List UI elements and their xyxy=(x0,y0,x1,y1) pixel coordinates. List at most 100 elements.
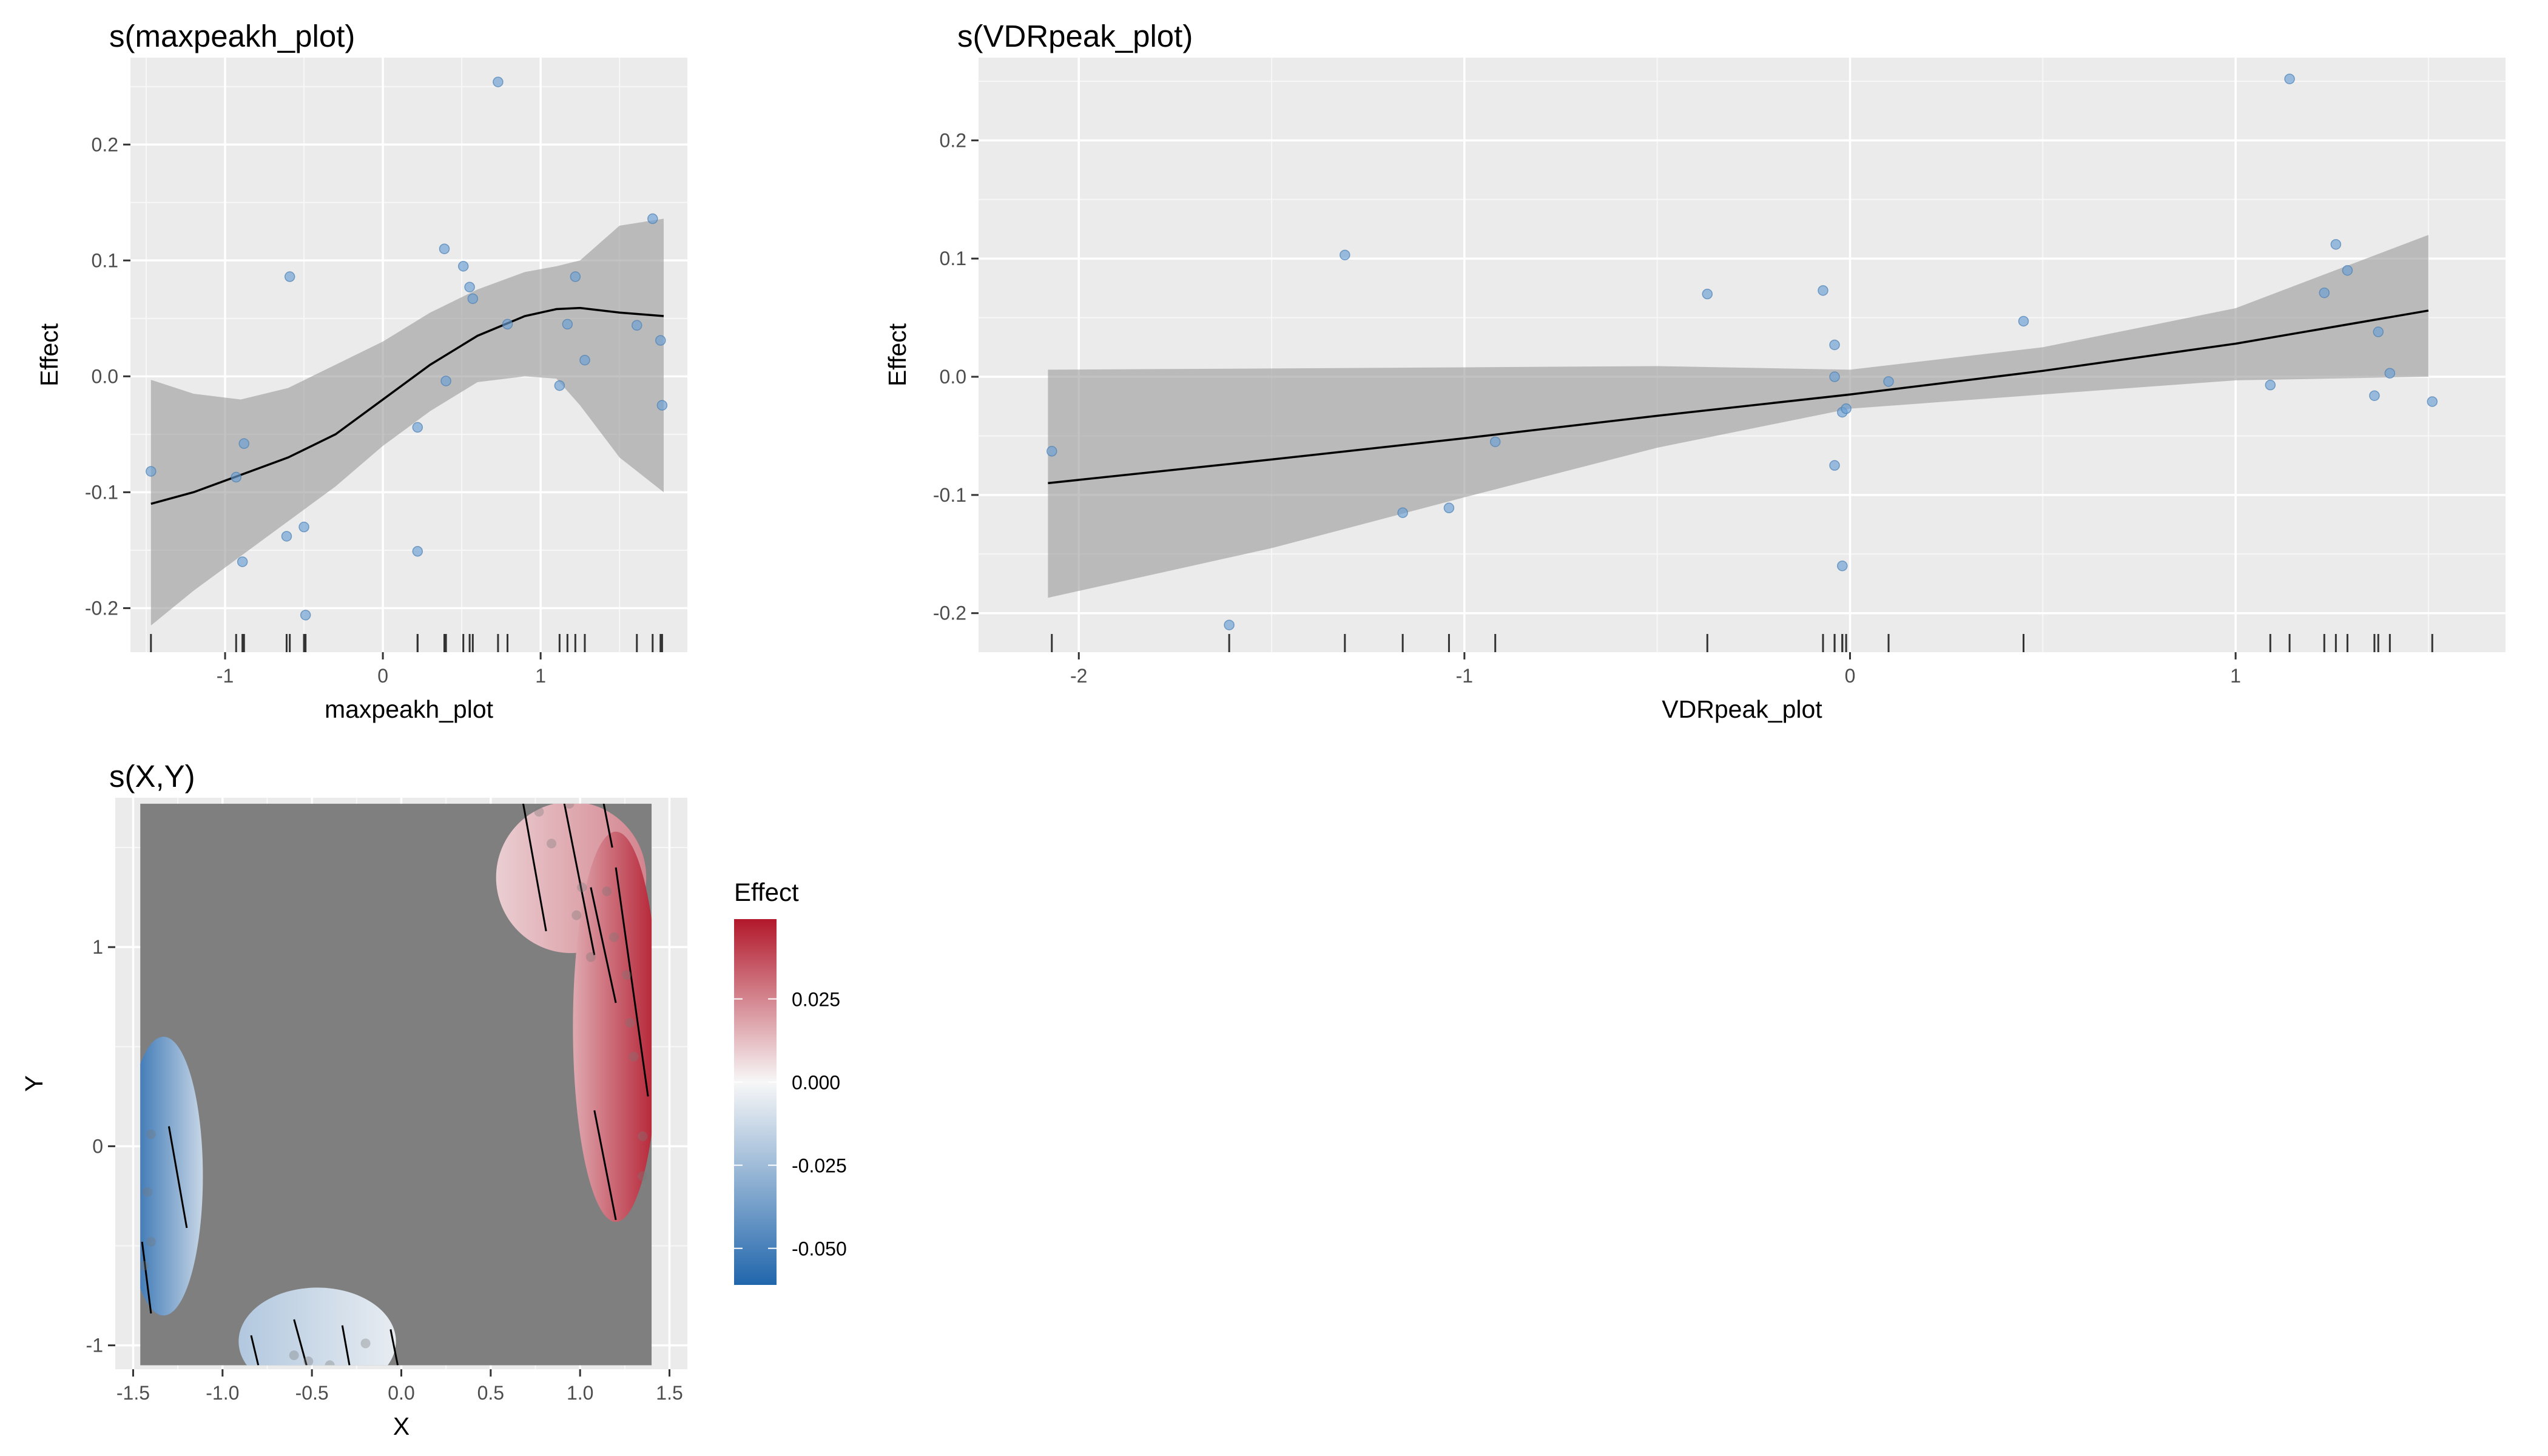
heatmap-region-right-edge xyxy=(573,831,652,1222)
residual-point xyxy=(1702,288,1713,300)
plot-content xyxy=(146,76,668,652)
data-point xyxy=(638,1171,648,1181)
x-tick-label: 1.5 xyxy=(656,1382,682,1404)
residual-point xyxy=(1818,285,1828,296)
panel-title: s(VDRpeak_plot) xyxy=(957,19,1193,53)
residual-point xyxy=(238,438,249,449)
legend-tick-label: -0.025 xyxy=(792,1155,847,1177)
contour-line xyxy=(250,1335,260,1366)
y-tick-label: 0.0 xyxy=(92,365,118,387)
residual-point xyxy=(2265,379,2276,391)
data-point xyxy=(638,1131,648,1141)
data-point xyxy=(609,932,619,942)
residual-point xyxy=(2369,390,2380,401)
y-tick-label: 0 xyxy=(92,1135,103,1157)
residual-point xyxy=(1841,403,1852,414)
residual-point xyxy=(412,546,423,557)
data-point xyxy=(146,1236,156,1247)
y-tick-label: 0.1 xyxy=(92,249,118,271)
data-point xyxy=(547,838,557,849)
y-axis-label: Effect xyxy=(883,323,911,386)
y-tick-label: -0.1 xyxy=(933,484,966,506)
data-point xyxy=(602,886,612,897)
residual-point xyxy=(457,261,469,272)
x-tick-label: 0.5 xyxy=(477,1382,504,1404)
x-tick-label: -1 xyxy=(217,665,234,687)
data-point xyxy=(534,806,544,817)
panel-3: -1.5 -1.0 -0.5 0.0 0.5 1.0 1.5 -1 0 1 X Ys(X,Y) xyxy=(20,759,687,1440)
residual-point xyxy=(1443,502,1455,514)
y-tick-label: 1 xyxy=(92,936,103,958)
y-tick-label: -1 xyxy=(86,1335,103,1357)
contour-line xyxy=(293,1319,308,1366)
x-tick-label: 0 xyxy=(377,665,388,687)
contour-line xyxy=(602,803,613,848)
residual-point xyxy=(554,380,565,391)
legend-tick-label: 0.025 xyxy=(792,989,840,1011)
residual-point xyxy=(2373,326,2384,337)
residual-point xyxy=(146,466,157,477)
panel-2: -2 -1 0 1 -0.2 -0.1 0.0 0.1 0.2 VDRpeak_plot Effec… xyxy=(883,19,2506,723)
data-point xyxy=(325,1360,335,1366)
x-tick-label: 1 xyxy=(535,665,546,687)
x-tick-label: 1.0 xyxy=(567,1382,593,1404)
legend-tick-label: -0.050 xyxy=(792,1238,847,1260)
residual-point xyxy=(1829,371,1840,382)
data-point xyxy=(625,1017,635,1028)
residual-point xyxy=(502,318,513,330)
residual-point xyxy=(464,281,475,292)
data-point xyxy=(303,1356,314,1366)
data-point xyxy=(360,1338,371,1349)
panel-1: -1 0 1 -0.2 -0.1 0.0 0.1 0.2 maxpeakh_plot Effect… xyxy=(35,19,687,723)
y-tick-label: -0.1 xyxy=(85,481,118,503)
residual-point xyxy=(655,335,666,346)
data-point xyxy=(577,882,587,892)
y-tick-label: -0.2 xyxy=(85,597,118,619)
residual-point xyxy=(2284,73,2295,84)
residual-point xyxy=(1829,460,1840,471)
x-tick-label: 1 xyxy=(2230,665,2241,687)
data-point xyxy=(146,1129,156,1139)
data-point xyxy=(289,1350,299,1361)
contour-line xyxy=(563,803,596,956)
y-axis-label: Y xyxy=(20,1075,48,1091)
x-tick-label: 0.0 xyxy=(388,1382,414,1404)
y-tick-label: 0.2 xyxy=(940,129,966,151)
panel-title: s(X,Y) xyxy=(109,759,195,794)
x-tick-label: -1.5 xyxy=(116,1382,150,1404)
residual-point xyxy=(2342,265,2353,276)
residual-point xyxy=(1224,619,1235,630)
x-tick-label: -1 xyxy=(1456,665,1473,687)
data-point xyxy=(585,952,596,962)
data-point xyxy=(571,910,582,920)
contour-line xyxy=(167,1126,188,1228)
data-point xyxy=(143,1187,153,1197)
residual-point xyxy=(1883,376,1894,387)
x-axis-label: maxpeakh_plot xyxy=(325,695,494,723)
confidence-band xyxy=(1048,235,2428,598)
y-tick-label: -0.2 xyxy=(933,602,966,624)
contour-line xyxy=(389,1329,399,1366)
x-tick-label: -0.5 xyxy=(295,1382,329,1404)
y-tick-label: 0.1 xyxy=(940,248,966,269)
residual-point xyxy=(1837,561,1848,571)
residual-point xyxy=(570,271,581,282)
legend-title: Effect xyxy=(734,878,799,906)
residual-point xyxy=(2018,315,2029,327)
data-point xyxy=(629,1051,639,1062)
legend-tick-label: 0.000 xyxy=(792,1072,840,1094)
x-tick-label: -1.0 xyxy=(206,1382,239,1404)
x-axis-label: VDRpeak_plot xyxy=(1662,695,1822,723)
residual-point xyxy=(237,556,248,567)
residual-point xyxy=(656,400,668,411)
residual-point xyxy=(2384,368,2396,379)
confidence-band xyxy=(150,218,664,626)
residual-point xyxy=(412,422,423,433)
panel-title: s(maxpeakh_plot) xyxy=(109,19,355,53)
residual-point xyxy=(1829,339,1840,351)
legend: Effect 0.025 0.000 -0.025 -0.050 xyxy=(734,878,847,1285)
residual-point xyxy=(579,354,590,366)
residual-point xyxy=(647,213,658,224)
legend-colorbar xyxy=(734,919,777,1285)
